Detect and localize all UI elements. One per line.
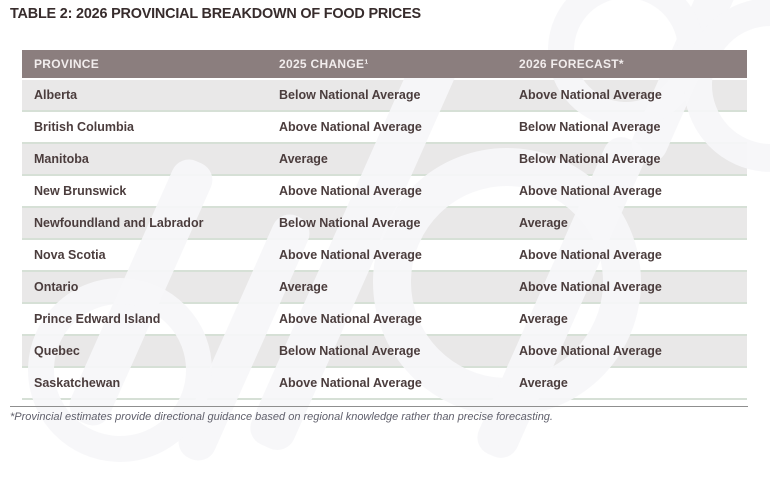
table-row-saskatchewan: Saskatchewan Above National Average Aver… <box>22 368 747 400</box>
header-cell-province: PROVINCE <box>34 57 100 71</box>
cell-province: Prince Edward Island <box>34 312 161 326</box>
cell-2025-change: Above National Average <box>279 376 422 390</box>
table-row-newfoundland-and-labrador: Newfoundland and Labrador Below National… <box>22 208 747 240</box>
footnote-divider <box>10 406 748 407</box>
table-row-british-columbia: British Columbia Above National Average … <box>22 112 747 144</box>
cell-2026-forecast: Above National Average <box>519 88 662 102</box>
cell-province: Nova Scotia <box>34 248 106 262</box>
cell-2026-forecast: Average <box>519 216 568 230</box>
table-row-ontario: Ontario Average Above National Average <box>22 272 747 304</box>
cell-2026-forecast: Above National Average <box>519 184 662 198</box>
cell-province: Manitoba <box>34 152 89 166</box>
cell-province: Ontario <box>34 280 79 294</box>
header-cell-2025-change: 2025 CHANGE¹ <box>279 57 369 71</box>
cell-province: Alberta <box>34 88 78 102</box>
page-title: TABLE 2: 2026 PROVINCIAL BREAKDOWN OF FO… <box>10 5 421 22</box>
cell-2025-change: Below National Average <box>279 344 421 358</box>
cell-2025-change: Average <box>279 152 328 166</box>
cell-2025-change: Above National Average <box>279 312 422 326</box>
cell-2026-forecast: Average <box>519 312 568 326</box>
table-row-quebec: Quebec Below National Average Above Nati… <box>22 336 747 368</box>
table-row-nova-scotia: Nova Scotia Above National Average Above… <box>22 240 747 272</box>
header-cell-2026-forecast: 2026 FORECAST* <box>519 57 624 71</box>
cell-2025-change: Above National Average <box>279 248 422 262</box>
cell-2025-change: Below National Average <box>279 216 421 230</box>
cell-2025-change: Below National Average <box>279 88 421 102</box>
table-header-row: PROVINCE 2025 CHANGE¹ 2026 FORECAST* <box>22 50 747 78</box>
table-row-manitoba: Manitoba Average Below National Average <box>22 144 747 176</box>
cell-province: New Brunswick <box>34 184 127 198</box>
table-body: Alberta Below National Average Above Nat… <box>22 80 747 400</box>
cell-2026-forecast: Above National Average <box>519 344 662 358</box>
cell-province: British Columbia <box>34 120 135 134</box>
cell-2025-change: Average <box>279 280 328 294</box>
cell-2026-forecast: Above National Average <box>519 280 662 294</box>
cell-province: Saskatchewan <box>34 376 121 390</box>
table-row-new-brunswick: New Brunswick Above National Average Abo… <box>22 176 747 208</box>
food-prices-table: PROVINCE 2025 CHANGE¹ 2026 FORECAST* Alb… <box>22 50 747 400</box>
cell-2026-forecast: Below National Average <box>519 152 661 166</box>
cell-2026-forecast: Above National Average <box>519 248 662 262</box>
table-row-alberta: Alberta Below National Average Above Nat… <box>22 80 747 112</box>
cell-2025-change: Above National Average <box>279 120 422 134</box>
cell-2026-forecast: Average <box>519 376 568 390</box>
cell-2025-change: Above National Average <box>279 184 422 198</box>
cell-province: Quebec <box>34 344 80 358</box>
table-row-prince-edward-island: Prince Edward Island Above National Aver… <box>22 304 747 336</box>
footnote-text: *Provincial estimates provide directiona… <box>10 411 553 423</box>
cell-2026-forecast: Below National Average <box>519 120 661 134</box>
cell-province: Newfoundland and Labrador <box>34 216 204 230</box>
